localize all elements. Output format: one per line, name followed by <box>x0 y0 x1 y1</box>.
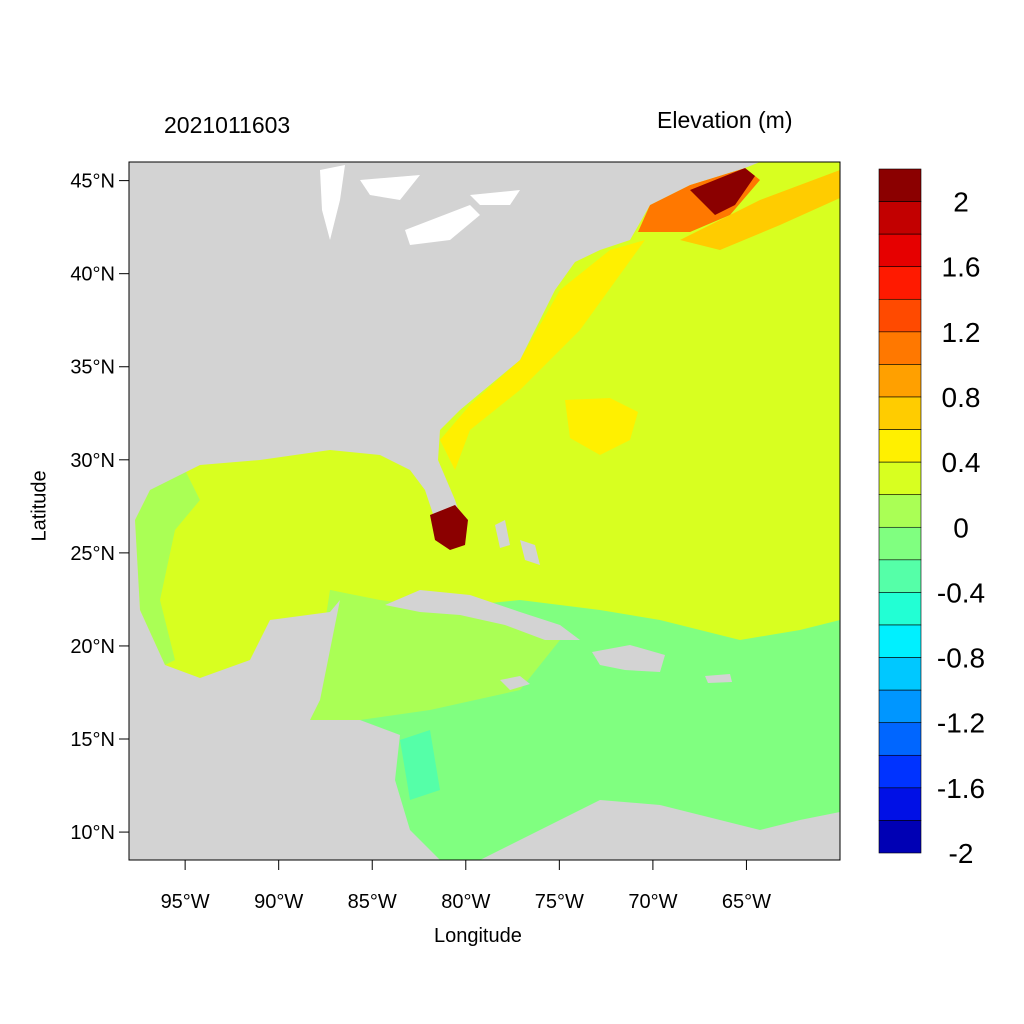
cayman-trench-region <box>400 730 440 800</box>
x-tick-label: 70°W <box>628 891 677 913</box>
colorbar-label: -0.8 <box>937 643 985 674</box>
x-tick-label: 85°W <box>348 891 397 913</box>
gulf-of-mexico <box>135 450 430 678</box>
y-tick-label: 30°N <box>70 450 115 472</box>
colorbar-swatch <box>878 168 922 202</box>
colorbar-swatch <box>878 429 922 463</box>
variable-title: Elevation (m) <box>657 107 793 133</box>
x-axis-ticks: 95°W 90°W 85°W 80°W 75°W 70°W 65°W <box>161 860 771 913</box>
south-florida-anomaly <box>430 505 468 550</box>
y-tick-label: 40°N <box>70 264 115 286</box>
colorbar-swatch <box>878 364 922 398</box>
colorbar-swatch <box>878 657 922 691</box>
y-tick-label: 35°N <box>70 357 115 379</box>
x-tick-label: 75°W <box>535 891 584 913</box>
colorbar-label: 0 <box>953 512 969 543</box>
colorbar-label: -1.6 <box>937 773 985 804</box>
colorbar-swatch <box>878 722 922 756</box>
x-tick-label: 80°W <box>441 891 490 913</box>
colorbar-label: 1.2 <box>942 317 981 348</box>
colorbar-swatch <box>878 689 922 724</box>
colorbar-label: 1.6 <box>942 252 981 283</box>
colorbar-swatch <box>878 331 922 365</box>
north-america-land <box>129 162 760 545</box>
x-tick-label: 90°W <box>254 891 303 913</box>
colorbar-swatch <box>878 787 922 821</box>
colorbar-swatch <box>878 298 922 333</box>
colorbar-swatch <box>878 559 922 593</box>
colorbar-swatch <box>878 624 922 658</box>
map-plot-area <box>129 162 840 860</box>
colorbar-swatch <box>878 754 922 789</box>
jamaica-land <box>500 676 530 690</box>
colorbar-swatch <box>878 396 922 430</box>
x-tick-label: 65°W <box>722 891 771 913</box>
mexico-central-america-land <box>129 520 440 860</box>
colorbar-swatch <box>878 592 922 626</box>
scotian-shelf-anomaly <box>680 170 840 250</box>
timestamp-title: 2021011603 <box>164 112 291 138</box>
x-axis-label: Longitude <box>434 925 522 947</box>
y-tick-label: 10°N <box>70 822 115 844</box>
colorbar-swatch <box>878 461 922 496</box>
east-coast-shelf-anomaly <box>440 240 645 470</box>
colorbar-label: -1.2 <box>937 708 985 739</box>
colorbar-swatch <box>878 526 922 561</box>
colorbar-label: 0.4 <box>942 447 981 478</box>
south-america-land <box>480 800 840 860</box>
map-frame <box>128 161 841 861</box>
y-tick-label: 20°N <box>70 636 115 658</box>
colorbar-swatch <box>878 820 922 854</box>
colorbar-label: -2 <box>949 838 974 869</box>
colorbar-swatch <box>878 494 922 528</box>
y-tick-label: 15°N <box>70 729 115 751</box>
gulf-western-shelf <box>135 470 200 665</box>
colorbar-swatch <box>878 266 922 300</box>
colorbar-swatch <box>878 233 922 268</box>
colorbar-label: 0.8 <box>942 382 981 413</box>
x-tick-label: 95°W <box>161 891 210 913</box>
colorbar-label: 2 <box>953 187 969 218</box>
y-axis-ticks: 45°N 40°N 35°N 30°N 25°N 20°N 15°N 10°N <box>70 171 129 844</box>
mid-atlantic-shelf-anomaly <box>565 398 638 455</box>
gulf-of-maine-max <box>690 168 755 215</box>
colorbar-swatch <box>878 201 922 235</box>
y-tick-label: 45°N <box>70 171 115 193</box>
hispaniola-land <box>592 645 665 672</box>
great-lakes <box>320 165 520 245</box>
y-tick-label: 25°N <box>70 543 115 565</box>
puerto-rico-land <box>705 674 732 683</box>
colorbar-label: -0.4 <box>937 577 985 608</box>
bahamas-land <box>495 520 540 565</box>
cuba-land <box>385 590 580 640</box>
colorbar: 2 1.6 1.2 0.8 0.4 0 -0.4 -0.8 -1.2 -1.6 -2 <box>878 168 985 869</box>
